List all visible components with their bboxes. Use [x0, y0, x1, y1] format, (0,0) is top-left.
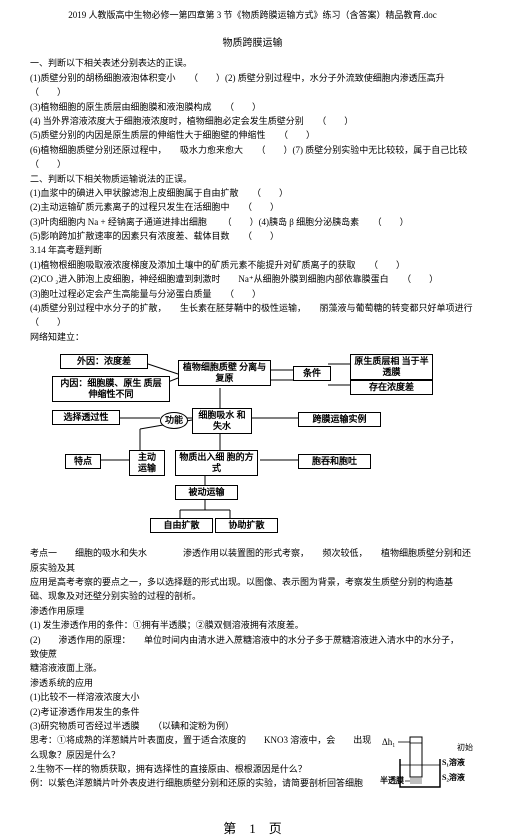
diagram-box: 被动运输 [175, 485, 238, 500]
diagram-box: 胞吞和胞吐 [298, 454, 371, 469]
net-build: 网络知建立： [30, 330, 475, 344]
concept-diagram: 外因：浓度差 内因：细胞膜、原生 质层伸缩性不同 植物细胞质壁 分离与复原 条件… [30, 350, 475, 540]
shentou-sys: 渗透系统的应用 [30, 676, 475, 690]
s1-item: (3)植物细胞的原生质层由细胞膜和液泡膜构成 （ ） [30, 100, 475, 114]
s1-label: S₁溶液 [442, 757, 465, 767]
s1-item: (5)质壁分别的内因是原生质层的伸缩性大于细胞壁的伸缩性 （ ） [30, 128, 475, 142]
diagram-box: 存在浓度差 [350, 380, 433, 395]
beaker-diagram: Δh₁ S₁溶液 S₂溶液 半透膜 初始 [380, 735, 475, 799]
s3-item: (2)CO ₂进入肺泡上皮细胞，神经细胞遭到刺激时 Na⁺从细胞外膜到细胞内部依… [30, 272, 475, 286]
s1-item: (6)植物细胞质壁分别还原过程中， 吸水力愈来愈大 （ ）(7) 质壁分别实验中… [30, 143, 475, 172]
diagram-box: 原生质层相 当于半透膜 [350, 354, 433, 380]
s2-item: (2)主动运输矿质元素离子的过程只发生在活细胞中 （ ） [30, 200, 475, 214]
s2-item: (3)叶肉细胞内 Na + 经钠离子通道进排出细胞 （ ）(4)胰岛 β 细胞分… [30, 215, 475, 229]
diagram-box: 条件 [293, 366, 331, 381]
sys-item: (2)考证渗透作用发生的条件 [30, 705, 475, 719]
diagram-box: 内因：细胞膜、原生 质层伸缩性不同 [52, 376, 170, 402]
page-number: 第 1 页 [0, 818, 505, 837]
s1-item: (4) 当外界溶液浓度大于细胞液浓度时，植物细胞必定会发生质壁分别 （ ） [30, 114, 475, 128]
kaodian1: 考点一 细胞的吸水和失水 渗透作用以装置图的形式考察， 频次较低， 植物细胞质壁… [30, 546, 475, 575]
kaodian1-end: 础、现象及对还壁分别实验的过程的剖析。 [30, 589, 475, 603]
diagram-box: 细胞吸水 和失水 [192, 408, 252, 434]
shentou2: (2) 渗透作用的原理： 单位时间内由清水进入蔗糖溶液中的水分子多于蔗糖溶液进入… [30, 633, 475, 662]
membrane-label: 半透膜 [380, 775, 404, 785]
dh1-label: Δh₁ [382, 737, 395, 747]
s1-item: (1)质壁分别的胡杨细胞液泡体积变小 （ ）(2) 质壁分别过程中，水分子外流致… [30, 71, 475, 100]
diagram-box: 物质出入细 胞的方式 [175, 450, 258, 476]
diagram-box: 外因：浓度差 [60, 354, 148, 369]
diagram-box: 协助扩散 [215, 518, 278, 533]
kaodian1-cont: 应用是高考考察的要点之一，多以选择题的形式出现。以图像、表示图为背景，考察发生质… [30, 575, 475, 589]
sys-item: (1)比较不一样溶液浓度大小 [30, 690, 475, 704]
doc-title: 物质跨膜运输 [30, 36, 475, 52]
shentou2-end: 糖溶液液面上涨。 [30, 661, 475, 675]
s3-item: (1)植物根细胞吸取液浓度梯度及添加土壤中的矿质元素不能提升对矿质离子的获取 （… [30, 258, 475, 272]
section1-header: 一、判断以下相关表述分别表达的正误。 [30, 56, 475, 70]
diagram-box: 特点 [65, 454, 101, 469]
diagram-box: 选择透过性 [52, 410, 120, 425]
diagram-box: 自由扩散 [150, 518, 213, 533]
s2-label: S₂溶液 [442, 772, 465, 782]
section2-header: 二、判断以下相关物质运输说法的正误。 [30, 172, 475, 186]
s2-item: (1)血浆中的碘进入甲状腺滤泡上皮细胞属于自由扩散 （ ） [30, 186, 475, 200]
s3-item: (4)质壁分别过程中水分子的扩散， 生长素在胚芽鞘中的极性运输， 丽藻液与葡萄糖… [30, 301, 475, 330]
filename: 2019 人教版高中生物必修一第四章第 3 节《物质跨膜运输方式》练习（含答案）… [30, 8, 475, 22]
diagram-box: 跨膜运输实例 [298, 412, 381, 427]
diagram-box: 植物细胞质壁 分离与复原 [178, 360, 271, 386]
chushi-label: 初始 [457, 742, 473, 752]
sys-item: (3)研究物质可否经过半透膜 （以碘和淀粉为例） [30, 719, 475, 733]
s2-item: (5)影响跨加扩散速率的因素只有浓度差、载体目数 （ ） [30, 229, 475, 243]
shentou1: (1) 发生渗透作用的条件：①拥有半透膜；②膜双侧溶液拥有浓度差。 [30, 618, 475, 632]
section3-header: 3.14 年高考题判断 [30, 243, 475, 257]
diagram-box: 主动 运输 [129, 450, 165, 476]
diagram-box: 功能 [160, 412, 188, 429]
s3-item: (3)胞吐过程必定会产生高能量与分泌蛋白质量 （ ） [30, 287, 475, 301]
shentou-principle: 渗透作用原理 [30, 604, 475, 618]
